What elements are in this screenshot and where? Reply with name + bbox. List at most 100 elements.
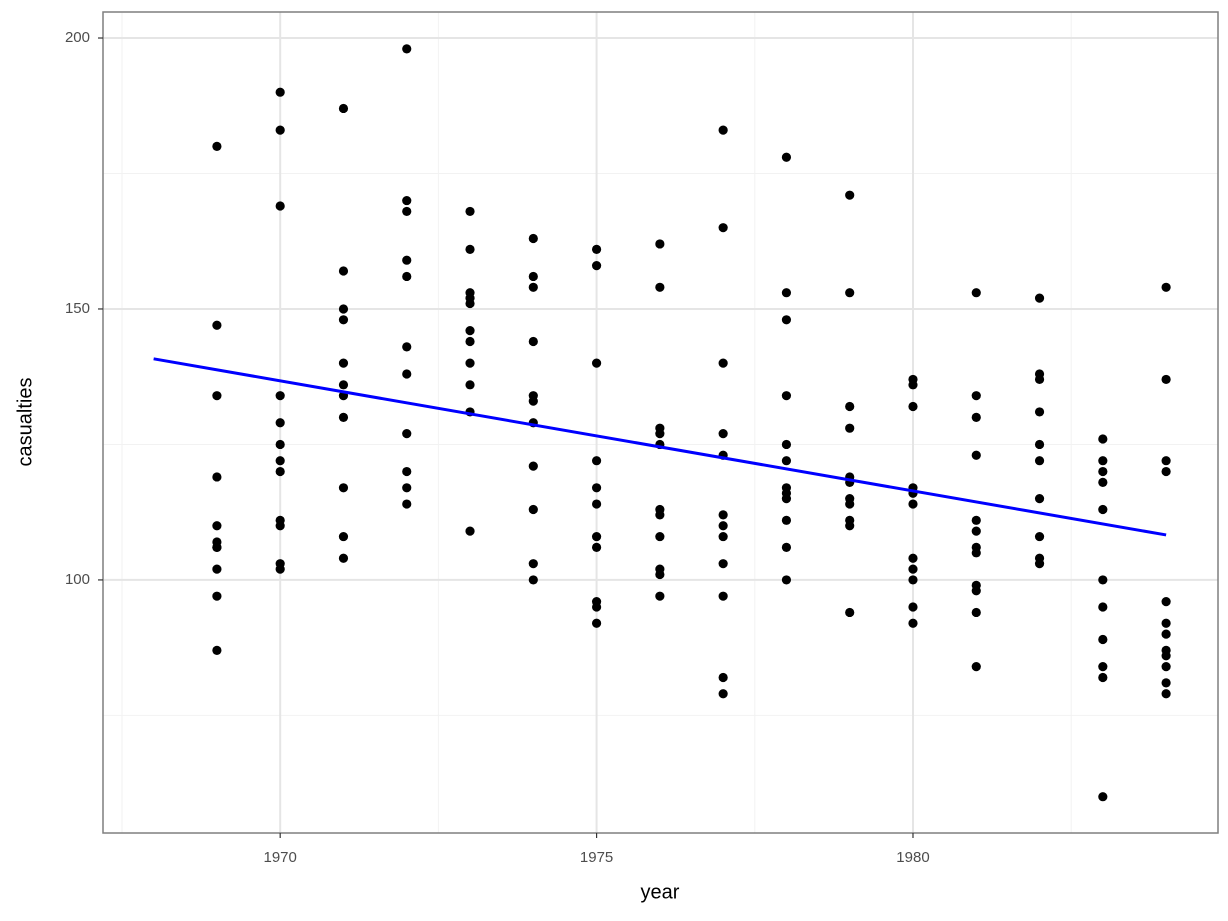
point <box>1034 374 1045 385</box>
point <box>338 483 349 493</box>
point <box>655 591 665 601</box>
panel-border <box>102 11 1219 834</box>
point <box>718 358 728 368</box>
x-tick-label: 1980 <box>896 849 929 866</box>
point <box>212 141 222 151</box>
point <box>655 429 665 439</box>
point <box>528 559 538 569</box>
point <box>1098 662 1108 672</box>
point <box>908 380 918 390</box>
point <box>338 531 349 542</box>
point <box>465 336 475 347</box>
point <box>718 672 728 683</box>
point <box>275 466 285 477</box>
point <box>845 607 855 618</box>
point <box>338 412 349 422</box>
point <box>275 564 285 574</box>
point <box>591 244 602 254</box>
point <box>781 494 792 504</box>
point <box>781 439 792 450</box>
point <box>338 103 349 114</box>
x-tick-label: 1970 <box>263 849 296 866</box>
point <box>465 244 475 254</box>
point <box>655 510 665 520</box>
point <box>1098 477 1108 487</box>
x-tick-label: 1975 <box>580 849 613 866</box>
point <box>971 412 981 422</box>
point <box>845 499 855 509</box>
point <box>212 542 222 553</box>
x-axis-title: year <box>641 881 680 903</box>
point <box>591 456 602 466</box>
point <box>781 515 792 525</box>
point <box>908 602 918 612</box>
point <box>1098 792 1108 802</box>
point <box>718 510 728 520</box>
point <box>971 607 981 618</box>
point <box>402 271 412 282</box>
y-tick-label: 100 <box>65 571 90 588</box>
point <box>908 564 918 574</box>
point <box>402 429 412 439</box>
point <box>275 201 285 211</box>
point <box>718 689 728 699</box>
point <box>1161 374 1171 385</box>
point <box>1098 466 1108 477</box>
point <box>338 304 349 314</box>
point <box>718 591 728 601</box>
point <box>1034 494 1045 504</box>
point <box>1161 662 1171 672</box>
point <box>338 266 349 276</box>
point <box>1034 531 1045 542</box>
point <box>591 531 602 542</box>
trend-line <box>153 357 1167 537</box>
point <box>718 223 728 233</box>
y-tick-label: 200 <box>65 29 90 46</box>
point <box>591 261 602 271</box>
point <box>971 586 981 596</box>
point <box>212 472 222 482</box>
point <box>275 521 285 531</box>
point <box>402 483 412 493</box>
point <box>781 152 792 162</box>
point <box>1161 689 1171 699</box>
point <box>275 125 285 135</box>
point <box>655 569 665 580</box>
point <box>971 526 981 536</box>
point <box>528 575 538 585</box>
point <box>908 618 918 628</box>
point <box>402 466 412 477</box>
y-tick-label: 150 <box>65 300 90 317</box>
point <box>528 504 538 515</box>
point <box>971 288 981 298</box>
point <box>1098 634 1108 645</box>
point <box>465 526 475 536</box>
point <box>655 531 665 542</box>
point <box>338 380 349 390</box>
point <box>275 456 285 466</box>
point <box>655 239 665 249</box>
point <box>591 499 602 509</box>
point <box>1161 629 1171 639</box>
point <box>781 542 792 553</box>
point <box>1034 439 1045 450</box>
point <box>528 282 538 292</box>
point <box>781 456 792 466</box>
point <box>971 391 981 401</box>
point <box>781 315 792 325</box>
point <box>275 87 285 97</box>
point <box>971 450 981 460</box>
point <box>338 553 349 563</box>
point <box>908 499 918 509</box>
point <box>1098 602 1108 612</box>
point <box>971 662 981 672</box>
point <box>402 342 412 352</box>
point <box>1098 575 1108 585</box>
point <box>591 483 602 493</box>
point <box>338 358 349 368</box>
point <box>402 255 412 265</box>
point <box>718 429 728 439</box>
point <box>212 521 222 531</box>
